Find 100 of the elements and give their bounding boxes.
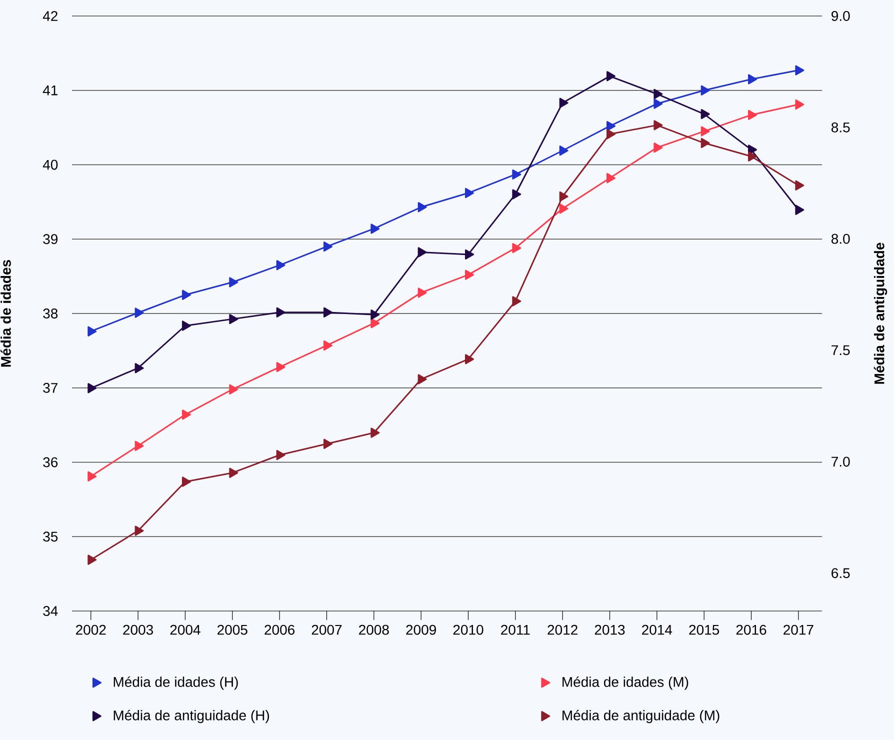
- point: [512, 189, 522, 200]
- x-tick-label: 2003: [123, 624, 153, 635]
- y-axis-title: Média de idades: [0, 260, 11, 367]
- point: [606, 120, 616, 132]
- point: [323, 340, 332, 351]
- point: [276, 260, 286, 270]
- y2-tick-label: 7.0: [832, 456, 850, 467]
- point: [418, 202, 427, 212]
- point: [654, 142, 663, 153]
- point: [512, 242, 522, 254]
- point: [88, 554, 97, 565]
- legend-label: Média de idades (M): [562, 676, 688, 690]
- x-tick-label: 2005: [218, 624, 248, 635]
- point: [182, 320, 191, 331]
- point: [418, 288, 427, 298]
- y-tick-label: 35: [43, 532, 58, 542]
- x-tick-label: 2013: [594, 624, 625, 635]
- point: [700, 126, 710, 136]
- x-tick-label: 2011: [501, 624, 530, 635]
- point: [323, 307, 332, 318]
- point: [88, 471, 97, 482]
- point: [748, 74, 758, 84]
- x-tick-label: 2008: [359, 624, 389, 635]
- point: [88, 326, 97, 336]
- point: [606, 173, 616, 184]
- point: [134, 363, 144, 374]
- point: [795, 99, 804, 110]
- x-tick-label: 2014: [642, 624, 672, 635]
- point: [795, 204, 804, 215]
- point: [134, 308, 144, 318]
- y-tick-label: 39: [43, 234, 58, 244]
- point: [88, 383, 97, 394]
- point: [182, 476, 191, 487]
- point: [654, 88, 663, 100]
- point: [700, 85, 710, 96]
- y-tick-label: 36: [43, 457, 58, 468]
- point: [182, 410, 191, 420]
- point: [559, 146, 568, 156]
- point: [276, 362, 286, 372]
- y-tick-label: 34: [43, 606, 58, 616]
- point: [464, 188, 474, 198]
- point: [795, 180, 804, 190]
- point: [464, 249, 474, 260]
- y-tick-label: 42: [42, 11, 58, 21]
- point: [559, 204, 568, 214]
- point: [276, 450, 286, 460]
- point: [654, 98, 663, 109]
- point: [370, 224, 380, 234]
- point: [370, 428, 380, 438]
- point: [229, 468, 238, 478]
- y2-tick-label: 8.0: [831, 234, 850, 244]
- point: [606, 71, 616, 82]
- point: [512, 296, 522, 306]
- x-tick-label: 2002: [76, 624, 106, 635]
- y-tick-label: 41: [42, 86, 58, 96]
- x-tick-label: 2015: [689, 624, 720, 635]
- point: [748, 110, 758, 120]
- point: [512, 169, 522, 180]
- point: [323, 438, 332, 449]
- legend-label: Média de antiguidade (H): [114, 710, 270, 724]
- point: [559, 98, 568, 108]
- point: [134, 440, 144, 451]
- point: [700, 108, 710, 120]
- point: [229, 384, 238, 394]
- point: [370, 310, 380, 320]
- x-tick-label: 2009: [406, 624, 436, 635]
- y2-axis-title: Média de antiguidade: [874, 242, 888, 384]
- point: [606, 129, 616, 140]
- point: [418, 374, 427, 384]
- y2-tick-label: 7.5: [832, 345, 850, 356]
- legend-label: Média de idades (H): [114, 676, 238, 690]
- point: [654, 120, 663, 130]
- legend-label: Média de antiguidade (M): [562, 710, 720, 724]
- point: [418, 247, 427, 258]
- y-tick-label: 37: [43, 382, 58, 393]
- point: [229, 314, 238, 324]
- y2-tick-label: 8.5: [831, 122, 850, 132]
- x-tick-label: 2017: [784, 624, 814, 635]
- point: [700, 138, 710, 148]
- y-tick-label: 40: [42, 160, 58, 170]
- point: [370, 318, 380, 328]
- point: [276, 307, 286, 318]
- point: [559, 191, 568, 202]
- point: [795, 65, 804, 76]
- x-tick-label: 2012: [548, 624, 578, 635]
- y-tick-label: 38: [43, 308, 58, 318]
- x-tick-label: 2010: [453, 624, 484, 635]
- y2-tick-label: 6.5: [832, 568, 850, 578]
- point: [134, 526, 144, 536]
- x-tick-label: 2004: [170, 624, 200, 635]
- y2-tick-label: 9.0: [832, 11, 850, 21]
- point: [182, 290, 191, 300]
- x-tick-label: 2016: [736, 624, 766, 635]
- point: [464, 270, 474, 280]
- point: [323, 241, 332, 252]
- point: [464, 354, 474, 364]
- x-tick-label: 2006: [264, 624, 294, 635]
- x-tick-label: 2007: [312, 624, 342, 635]
- point: [748, 151, 758, 162]
- point: [229, 277, 238, 288]
